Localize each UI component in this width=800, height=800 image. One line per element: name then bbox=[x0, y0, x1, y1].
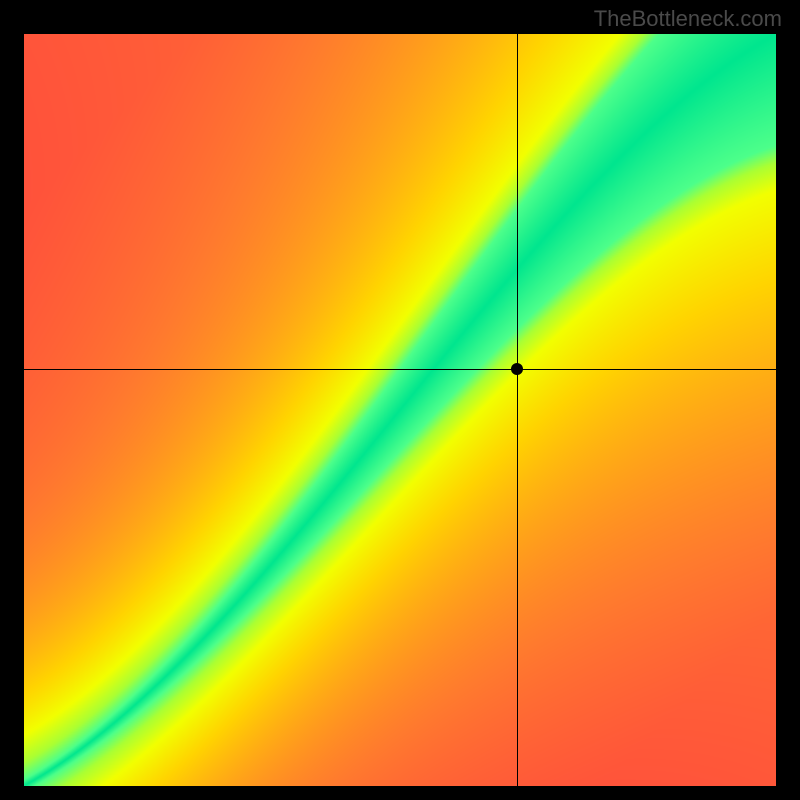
selection-marker[interactable] bbox=[511, 363, 523, 375]
heatmap-canvas bbox=[24, 34, 776, 786]
crosshair-vertical bbox=[517, 34, 518, 786]
bottleneck-heatmap bbox=[24, 34, 776, 786]
watermark-text: TheBottleneck.com bbox=[594, 6, 782, 32]
crosshair-horizontal bbox=[24, 369, 776, 370]
